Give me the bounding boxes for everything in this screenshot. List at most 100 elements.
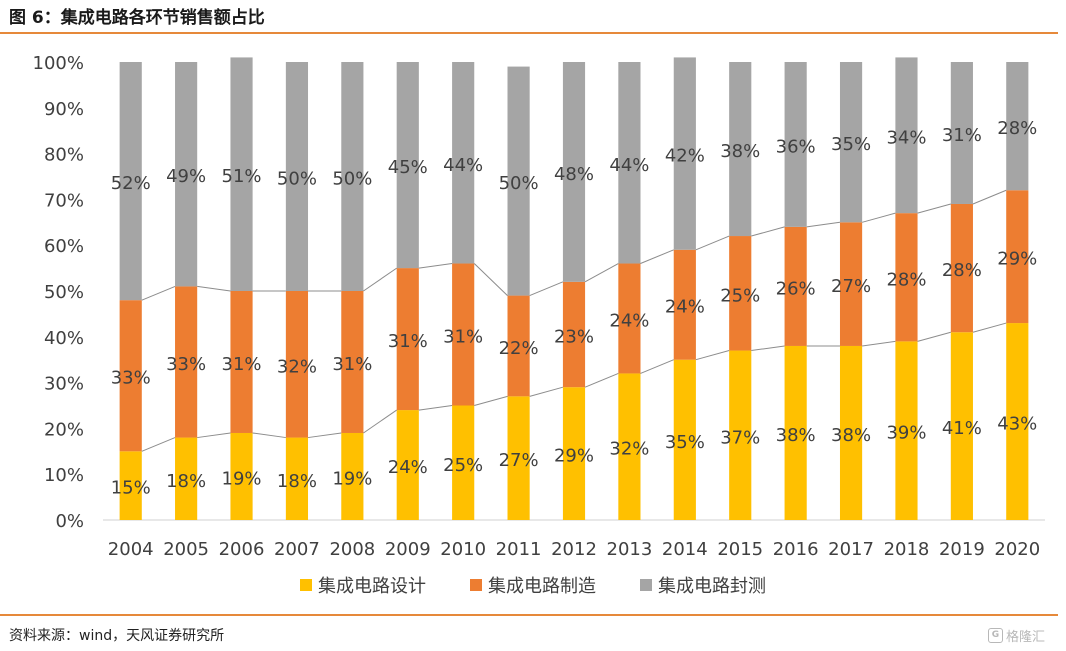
y-tick-label: 100%	[33, 53, 84, 74]
y-tick-label: 50%	[44, 282, 84, 303]
legend-item-manufacturing: 集成电路制造	[470, 572, 596, 598]
data-label: 33%	[166, 354, 206, 375]
bar-design	[175, 437, 198, 520]
bar-manufacturing	[119, 300, 142, 452]
series-connector-line	[197, 432, 231, 439]
bar-packaging	[950, 62, 973, 204]
series-connector-line	[695, 235, 730, 251]
data-label: 31%	[388, 331, 428, 352]
data-label: 44%	[443, 155, 483, 176]
data-label: 29%	[554, 446, 594, 467]
data-label: 38%	[720, 141, 760, 162]
x-tick-label: 2016	[773, 539, 819, 560]
data-label: 28%	[942, 260, 982, 281]
y-tick-label: 10%	[44, 465, 84, 486]
bar-design	[562, 387, 586, 520]
x-tick-label: 2004	[108, 539, 154, 560]
series-connector-line	[862, 340, 896, 347]
series-connector-line	[640, 249, 674, 264]
bar-packaging	[507, 66, 530, 296]
series-connector-line	[141, 285, 176, 301]
bar-manufacturing	[230, 291, 253, 433]
bar-design	[784, 345, 807, 520]
series-connector-line	[640, 359, 674, 374]
bar-manufacturing	[673, 249, 696, 360]
bar-manufacturing	[784, 226, 807, 346]
series-connector-line	[197, 285, 231, 292]
bottom-divider	[0, 614, 1058, 616]
data-label: 34%	[886, 127, 926, 148]
x-tick-label: 2019	[939, 539, 985, 560]
data-label: 25%	[443, 455, 483, 476]
series-connector-line	[363, 409, 397, 434]
x-tick-label: 2012	[551, 539, 597, 560]
data-label: 50%	[332, 169, 372, 190]
bar-design	[452, 405, 475, 520]
bar-packaging	[452, 62, 475, 264]
data-label: 42%	[665, 146, 705, 167]
top-divider	[0, 32, 1058, 34]
series-connector-line	[529, 386, 564, 397]
bar-manufacturing	[507, 295, 530, 397]
stacked-bar-chart: 0% 10% 20% 30% 40% 50% 60% 70% 80% 90% 100% 15% 33% 5…	[33, 53, 1045, 560]
data-label: 33%	[111, 368, 151, 389]
data-label: 24%	[665, 297, 705, 318]
bar-design	[230, 432, 253, 520]
series-connector-line	[917, 331, 951, 342]
bar-packaging	[839, 62, 863, 223]
bar-packaging	[119, 62, 142, 301]
legend-label-design: 集成电路设计	[318, 576, 426, 597]
bar-manufacturing	[618, 263, 641, 374]
data-label: 31%	[332, 354, 372, 375]
legend-swatch-packaging	[640, 579, 652, 591]
y-tick-label: 90%	[44, 99, 84, 120]
bar-packaging	[729, 62, 752, 237]
data-label: 15%	[111, 478, 151, 499]
source-note: 资料来源：wind，天风证券研究所	[9, 628, 225, 644]
bar-design	[285, 437, 309, 520]
x-tick-label: 2014	[662, 539, 708, 560]
bar-manufacturing	[895, 213, 918, 342]
legend-swatch-design	[300, 579, 312, 591]
y-tick-label: 20%	[44, 419, 84, 440]
bar-manufacturing	[562, 281, 586, 388]
series-connector-line	[473, 263, 508, 296]
series-connector-line	[751, 226, 785, 237]
series-connector-line	[529, 281, 564, 297]
bar-manufacturing	[452, 263, 475, 406]
bar-design	[618, 373, 641, 520]
series-connector-line	[584, 263, 619, 283]
series-connector-line	[695, 350, 730, 361]
data-label: 38%	[776, 425, 816, 446]
bar-design	[1006, 323, 1029, 520]
legend-item-design: 集成电路设计	[300, 572, 426, 598]
data-label: 35%	[831, 134, 871, 155]
bar-packaging	[341, 62, 364, 291]
data-label: 50%	[277, 169, 317, 190]
series-connector-line	[418, 405, 453, 411]
y-tick-label: 80%	[44, 145, 84, 166]
bar-design	[950, 332, 973, 520]
x-tick-label: 2006	[219, 539, 265, 560]
x-tick-label: 2020	[994, 539, 1040, 560]
data-label: 39%	[886, 423, 926, 444]
bar-packaging	[175, 62, 198, 287]
data-label: 45%	[388, 157, 428, 178]
data-label: 28%	[997, 118, 1037, 139]
bar-design	[895, 341, 918, 520]
x-tick-label: 2013	[607, 539, 653, 560]
series-connector-line	[806, 221, 841, 228]
x-tick-label: 2009	[385, 539, 431, 560]
data-label: 49%	[166, 166, 206, 187]
x-tick-label: 2007	[274, 539, 320, 560]
bar-design	[507, 396, 530, 520]
data-label: 19%	[222, 468, 262, 489]
data-label: 25%	[720, 285, 760, 306]
bar-manufacturing	[175, 286, 198, 438]
legend-swatch-manufacturing	[470, 579, 482, 591]
logo-icon: G	[988, 628, 1003, 643]
x-tick-label: 2005	[163, 539, 209, 560]
y-tick-label: 0%	[55, 511, 84, 532]
bar-manufacturing	[839, 222, 863, 346]
data-label: 27%	[831, 276, 871, 297]
